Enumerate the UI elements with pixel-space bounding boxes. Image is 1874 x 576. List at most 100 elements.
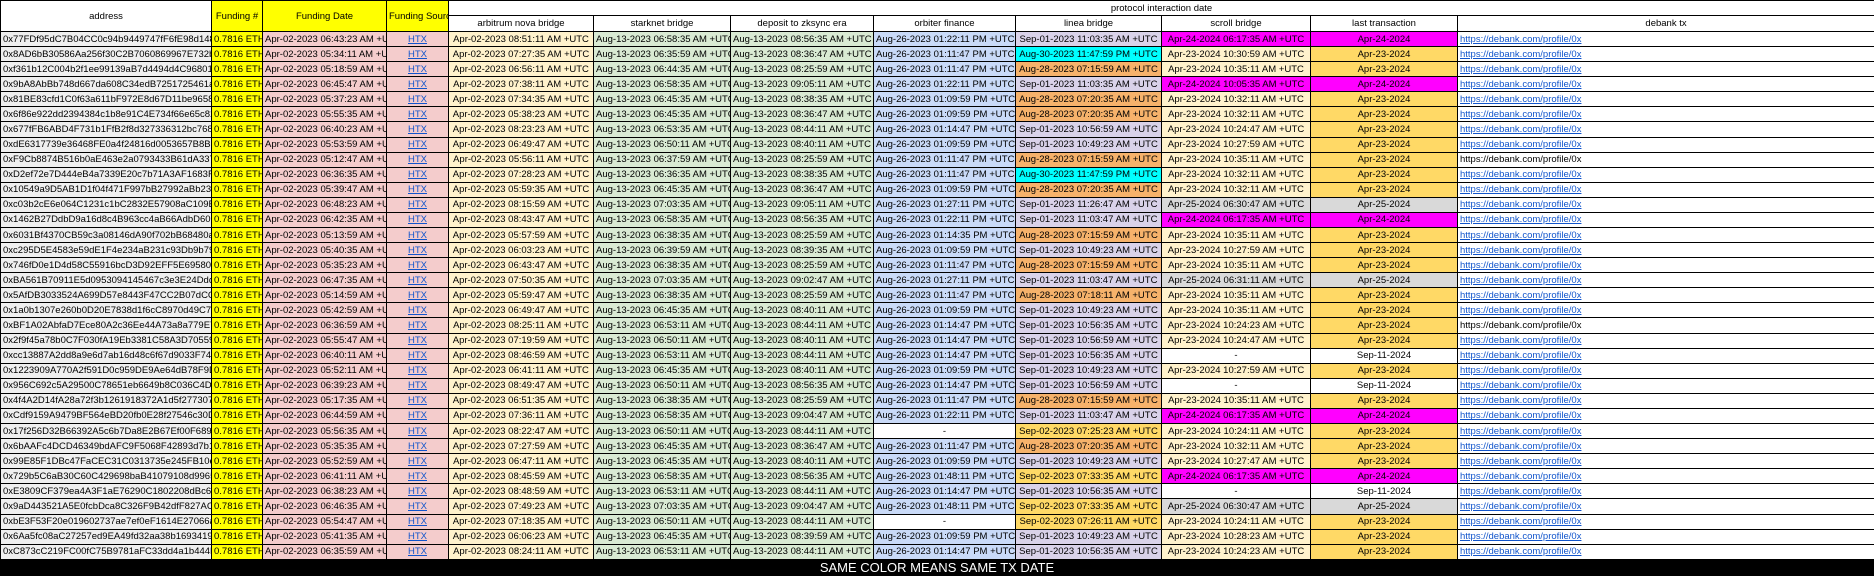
funding-source-link[interactable]: HTX: [386, 287, 449, 304]
tx-date-cell-orbiter[interactable]: Aug-26-2023 01:11:47 PM +UTC: [873, 392, 1016, 409]
funding-source-link[interactable]: HTX: [386, 76, 449, 93]
funding-amount-cell[interactable]: 0.7816 ETH: [211, 166, 263, 183]
tx-date-cell-starknet[interactable]: Aug-13-2023 06:58:35 AM +UTC: [593, 468, 731, 485]
funding-amount-cell[interactable]: 0.7816 ETH: [211, 543, 263, 561]
tx-date-cell-orbiter[interactable]: Aug-26-2023 01:14:47 PM +UTC: [873, 543, 1016, 561]
tx-date-cell-scroll[interactable]: Apr-23-2024 10:32:11 AM +UTC: [1161, 91, 1311, 108]
address-cell[interactable]: 0x5AfDB3033524A699D57e8443F47CC2B07dCC50…: [0, 287, 212, 304]
tx-date-cell-arbitrum-nova[interactable]: Apr-02-2023 06:41:11 AM +UTC: [448, 362, 594, 379]
funding-date-cell[interactable]: Apr-02-2023 05:56:35 AM +UTC: [262, 423, 387, 440]
funding-date-cell[interactable]: Apr-02-2023 05:55:47 AM +UTC: [262, 332, 387, 349]
funding-source-link[interactable]: HTX: [386, 46, 449, 63]
tx-date-cell-linea[interactable]: Aug-28-2023 07:20:35 AM +UTC: [1015, 106, 1162, 123]
tx-date-cell-linea[interactable]: Aug-28-2023 07:15:59 AM +UTC: [1015, 151, 1162, 168]
debank-link-cell[interactable]: https://debank.com/profile/0x: [1456, 317, 1874, 334]
funding-date-cell[interactable]: Apr-02-2023 05:35:35 AM +UTC: [262, 438, 387, 455]
funding-date-cell[interactable]: Apr-02-2023 06:43:23 AM +UTC: [262, 30, 387, 48]
address-cell[interactable]: 0xBF1A02AbfaD7Ece80A2c36Ee44A73a8a779E7e…: [0, 317, 212, 334]
tx-date-cell-arbitrum-nova[interactable]: Apr-02-2023 06:56:11 AM +UTC: [448, 61, 594, 78]
funding-source-link[interactable]: HTX: [386, 30, 449, 48]
tx-date-cell-scroll[interactable]: Apr-23-2024 10:35:11 AM +UTC: [1161, 61, 1311, 78]
funding-date-cell[interactable]: Apr-02-2023 06:36:35 AM +UTC: [262, 166, 387, 183]
funding-date-cell[interactable]: Apr-02-2023 06:44:59 AM +UTC: [262, 407, 387, 425]
tx-date-cell-zksync[interactable]: Aug-13-2023 08:25:59 AM +UTC: [730, 151, 874, 168]
address-cell[interactable]: 0x746fD0e1D4d58C55916bcD3D92EFF5E69580bf…: [0, 257, 212, 274]
tx-date-cell-arbitrum-nova[interactable]: Apr-02-2023 06:51:35 AM +UTC: [448, 392, 594, 409]
funding-amount-cell[interactable]: 0.7816 ETH: [211, 392, 263, 409]
funding-source-link[interactable]: HTX: [386, 453, 449, 470]
tx-date-cell-starknet[interactable]: Aug-13-2023 06:58:35 AM +UTC: [593, 30, 731, 48]
funding-amount-cell[interactable]: 0.7816 ETH: [211, 407, 263, 425]
address-cell[interactable]: 0x9bA8AbBb748d667da608C34edB7251725461aC…: [0, 76, 212, 93]
address-cell[interactable]: 0xD2ef72e7D444eB4a7339E20c7b71A3AF1683F5…: [0, 166, 212, 183]
tx-date-cell-orbiter[interactable]: Aug-26-2023 01:09:59 PM +UTC: [873, 181, 1016, 198]
tx-date-cell-scroll[interactable]: Apr-23-2024 10:35:11 AM +UTC: [1161, 287, 1311, 304]
funding-date-cell[interactable]: Apr-02-2023 06:42:35 AM +UTC: [262, 211, 387, 229]
funding-amount-cell[interactable]: 0.7816 ETH: [211, 317, 263, 334]
funding-amount-cell[interactable]: 0.7816 ETH: [211, 377, 263, 394]
tx-date-cell-orbiter[interactable]: Aug-26-2023 01:14:47 PM +UTC: [873, 483, 1016, 500]
funding-date-cell[interactable]: Apr-02-2023 05:40:35 AM +UTC: [262, 242, 387, 259]
tx-date-cell-orbiter[interactable]: -: [873, 423, 1016, 440]
tx-date-cell-zksync[interactable]: Aug-13-2023 08:25:59 AM +UTC: [730, 61, 874, 78]
debank-link-cell[interactable]: https://debank.com/profile/0x: [1456, 46, 1874, 63]
funding-date-cell[interactable]: Apr-02-2023 06:36:59 AM +UTC: [262, 317, 387, 334]
tx-date-cell-last-tx[interactable]: Apr-23-2024: [1310, 166, 1458, 183]
debank-link-cell[interactable]: https://debank.com/profile/0x: [1456, 528, 1874, 545]
tx-date-cell-linea[interactable]: Sep-01-2023 10:49:23 AM +UTC: [1015, 528, 1162, 545]
tx-date-cell-linea[interactable]: Sep-02-2023 07:26:11 AM +UTC: [1015, 513, 1162, 530]
address-cell[interactable]: 0xdE6317739e36468FE0a4f24816d0053657B8B7…: [0, 136, 212, 153]
tx-date-cell-last-tx[interactable]: Apr-23-2024: [1310, 302, 1458, 319]
address-cell[interactable]: 0xF9Cb8874B516b0aE463e2a0793433B61dA3374…: [0, 151, 212, 168]
funding-amount-cell[interactable]: 0.7816 ETH: [211, 332, 263, 349]
tx-date-cell-scroll[interactable]: Apr-24-2024 06:17:35 AM +UTC: [1161, 211, 1311, 229]
funding-source-link[interactable]: HTX: [386, 272, 449, 289]
tx-date-cell-orbiter[interactable]: Aug-26-2023 01:27:11 PM +UTC: [873, 196, 1016, 213]
funding-source-link[interactable]: HTX: [386, 377, 449, 394]
tx-date-cell-linea[interactable]: Aug-28-2023 07:20:35 AM +UTC: [1015, 181, 1162, 198]
tx-date-cell-arbitrum-nova[interactable]: Apr-02-2023 07:18:35 AM +UTC: [448, 513, 594, 530]
address-cell[interactable]: 0xC873cC219FC00fC75B9781aFC33dd4a1b444Ea…: [0, 543, 212, 561]
tx-date-cell-starknet[interactable]: Aug-13-2023 06:38:35 AM +UTC: [593, 392, 731, 409]
funding-amount-cell[interactable]: 0.7816 ETH: [211, 61, 263, 78]
tx-date-cell-linea[interactable]: Aug-28-2023 07:18:11 AM +UTC: [1015, 287, 1162, 304]
debank-link-cell[interactable]: https://debank.com/profile/0x: [1456, 121, 1874, 138]
funding-source-link[interactable]: HTX: [386, 106, 449, 123]
tx-date-cell-arbitrum-nova[interactable]: Apr-02-2023 05:38:23 AM +UTC: [448, 106, 594, 123]
tx-date-cell-arbitrum-nova[interactable]: Apr-02-2023 08:48:59 AM +UTC: [448, 483, 594, 500]
tx-date-cell-orbiter[interactable]: Aug-26-2023 01:14:47 PM +UTC: [873, 317, 1016, 334]
tx-date-cell-last-tx[interactable]: Apr-23-2024: [1310, 453, 1458, 470]
spreadsheet-grid[interactable]: address Funding # Funding Date Funding S…: [0, 0, 1874, 561]
debank-link-cell[interactable]: https://debank.com/profile/0x: [1456, 151, 1874, 168]
tx-date-cell-arbitrum-nova[interactable]: Apr-02-2023 06:03:23 AM +UTC: [448, 242, 594, 259]
tx-date-cell-starknet[interactable]: Aug-13-2023 06:38:35 AM +UTC: [593, 227, 731, 244]
tx-date-cell-last-tx[interactable]: Apr-23-2024: [1310, 287, 1458, 304]
tx-date-cell-scroll[interactable]: Apr-25-2024 06:30:47 AM +UTC: [1161, 498, 1311, 515]
tx-date-cell-arbitrum-nova[interactable]: Apr-02-2023 08:45:59 AM +UTC: [448, 468, 594, 485]
tx-date-cell-last-tx[interactable]: Sep-11-2024: [1310, 347, 1458, 364]
tx-date-cell-zksync[interactable]: Aug-13-2023 08:36:47 AM +UTC: [730, 46, 874, 63]
funding-source-link[interactable]: HTX: [386, 181, 449, 198]
tx-date-cell-linea[interactable]: Sep-01-2023 10:56:35 AM +UTC: [1015, 543, 1162, 561]
funding-date-cell[interactable]: Apr-02-2023 05:14:59 AM +UTC: [262, 287, 387, 304]
tx-date-cell-orbiter[interactable]: Aug-26-2023 01:11:47 PM +UTC: [873, 166, 1016, 183]
debank-link-cell[interactable]: https://debank.com/profile/0x: [1456, 166, 1874, 183]
tx-date-cell-scroll[interactable]: Apr-23-2024 10:24:47 AM +UTC: [1161, 121, 1311, 138]
debank-link-cell[interactable]: https://debank.com/profile/0x: [1456, 136, 1874, 153]
tx-date-cell-arbitrum-nova[interactable]: Apr-02-2023 08:51:11 AM +UTC: [448, 30, 594, 48]
funding-date-cell[interactable]: Apr-02-2023 05:54:47 AM +UTC: [262, 513, 387, 530]
tx-date-cell-last-tx[interactable]: Apr-23-2024: [1310, 528, 1458, 545]
funding-date-cell[interactable]: Apr-02-2023 06:48:23 AM +UTC: [262, 196, 387, 213]
address-cell[interactable]: 0xBA561B70911E5d0953094145467c3e3E24Ddd5…: [0, 272, 212, 289]
tx-date-cell-last-tx[interactable]: Apr-24-2024: [1310, 30, 1458, 48]
tx-date-cell-linea[interactable]: Sep-01-2023 11:03:35 AM +UTC: [1015, 30, 1162, 48]
tx-date-cell-zksync[interactable]: Aug-13-2023 08:40:11 AM +UTC: [730, 453, 874, 470]
tx-date-cell-arbitrum-nova[interactable]: Apr-02-2023 08:15:59 AM +UTC: [448, 196, 594, 213]
tx-date-cell-orbiter[interactable]: Aug-26-2023 01:14:47 PM +UTC: [873, 121, 1016, 138]
debank-link-cell[interactable]: https://debank.com/profile/0x: [1456, 392, 1874, 409]
debank-link-cell[interactable]: https://debank.com/profile/0x: [1456, 302, 1874, 319]
tx-date-cell-last-tx[interactable]: Apr-24-2024: [1310, 76, 1458, 93]
tx-date-cell-linea[interactable]: Aug-28-2023 07:15:59 AM +UTC: [1015, 392, 1162, 409]
tx-date-cell-scroll[interactable]: Apr-23-2024 10:24:11 AM +UTC: [1161, 513, 1311, 530]
tx-date-cell-arbitrum-nova[interactable]: Apr-02-2023 08:24:11 AM +UTC: [448, 543, 594, 561]
